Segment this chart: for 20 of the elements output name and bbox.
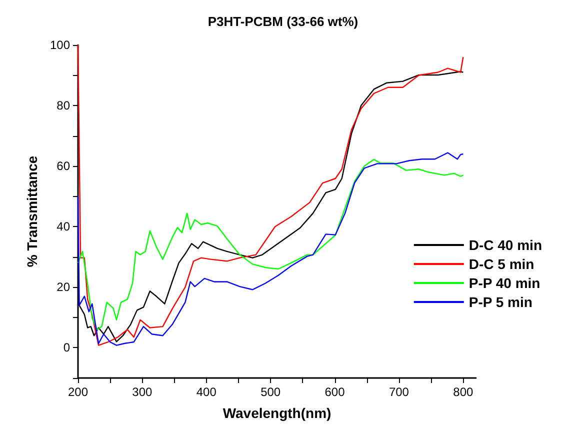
y-tick-label: 40 bbox=[56, 220, 70, 234]
x-axis-title: Wavelength(nm) bbox=[222, 405, 332, 421]
y-tick-label: 20 bbox=[56, 280, 70, 294]
x-tick-label: 400 bbox=[196, 385, 217, 399]
legend-label: D-C 5 min bbox=[468, 256, 534, 272]
x-tick-label: 300 bbox=[132, 385, 153, 399]
y-axis-title: % Transmittance bbox=[24, 156, 40, 268]
y-tick-label: 100 bbox=[50, 38, 70, 52]
x-tick-label: 700 bbox=[388, 385, 410, 399]
legend-label: D-C 40 min bbox=[468, 237, 542, 253]
x-tick-label: 600 bbox=[324, 385, 346, 399]
legend-label: P-P 40 min bbox=[468, 275, 540, 291]
x-tick-label: 200 bbox=[68, 385, 88, 399]
legend-label: P-P 5 min bbox=[468, 294, 532, 310]
y-tick-label: 0 bbox=[63, 340, 70, 355]
x-tick-label: 500 bbox=[260, 385, 281, 399]
x-tick-label: 800 bbox=[453, 385, 474, 399]
y-tick-label: 60 bbox=[56, 159, 70, 174]
y-tick-label: 80 bbox=[56, 98, 70, 113]
chart-title: P3HT-PCBM (33-66 wt%) bbox=[208, 14, 358, 29]
